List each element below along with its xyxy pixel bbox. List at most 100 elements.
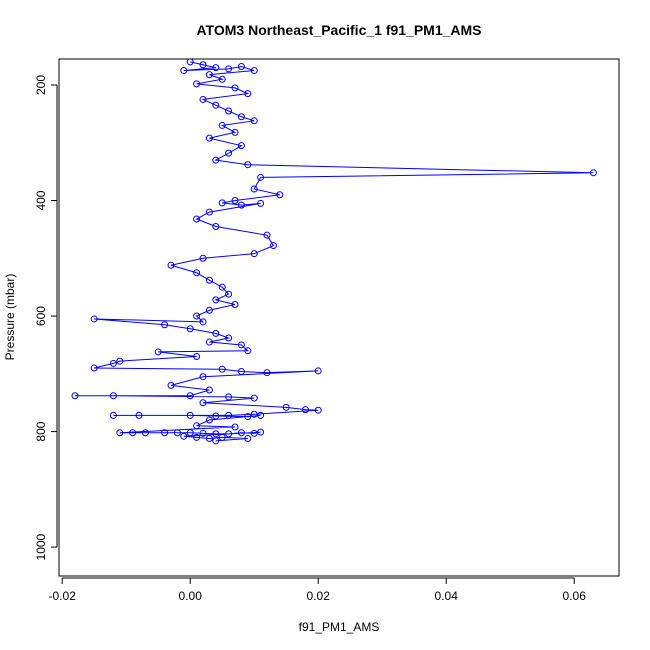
x-axis: -0.02 0.00 0.02 0.04 0.06 bbox=[49, 577, 587, 603]
data-point bbox=[244, 161, 252, 169]
y-axis-label: Pressure (mbar) bbox=[3, 274, 17, 361]
data-point bbox=[205, 306, 213, 314]
data-layer bbox=[71, 58, 597, 445]
data-point bbox=[257, 199, 265, 207]
x-axis-label: f91_PM1_AMS bbox=[299, 620, 380, 634]
data-point bbox=[257, 173, 265, 181]
data-point bbox=[218, 365, 226, 373]
data-point bbox=[244, 90, 252, 98]
data-point bbox=[250, 185, 258, 193]
data-point bbox=[199, 61, 207, 69]
data-point bbox=[212, 437, 220, 445]
data-point bbox=[250, 67, 258, 75]
data-point bbox=[237, 368, 245, 376]
y-tick-label: 1000 bbox=[34, 533, 48, 560]
data-point bbox=[225, 430, 233, 438]
data-point bbox=[231, 128, 239, 136]
data-point bbox=[193, 312, 201, 320]
data-point bbox=[301, 406, 309, 414]
data-point bbox=[186, 392, 194, 400]
x-tick-label: -0.02 bbox=[49, 589, 77, 603]
data-point bbox=[237, 63, 245, 71]
data-point bbox=[218, 283, 226, 291]
data-point bbox=[225, 290, 233, 298]
data-point bbox=[186, 325, 194, 333]
data-point bbox=[109, 359, 117, 367]
data-point bbox=[225, 65, 233, 73]
y-tick-label: 600 bbox=[34, 306, 48, 326]
data-point bbox=[186, 429, 194, 437]
data-point bbox=[250, 429, 258, 437]
data-point bbox=[193, 422, 201, 430]
data-point bbox=[231, 84, 239, 92]
y-tick-label: 400 bbox=[34, 190, 48, 210]
data-point bbox=[154, 348, 162, 356]
data-point bbox=[205, 134, 213, 142]
data-point bbox=[71, 392, 79, 400]
data-point bbox=[212, 329, 220, 337]
data-point bbox=[161, 321, 169, 329]
x-tick-label: 0.00 bbox=[179, 589, 203, 603]
data-point bbox=[237, 429, 245, 437]
x-tick-label: 0.02 bbox=[307, 589, 331, 603]
data-point bbox=[161, 429, 169, 437]
data-point bbox=[212, 156, 220, 164]
data-point bbox=[193, 352, 201, 360]
data-point bbox=[193, 80, 201, 88]
data-point bbox=[282, 403, 290, 411]
x-tick-label: 0.06 bbox=[563, 589, 587, 603]
data-point bbox=[199, 95, 207, 103]
data-point bbox=[199, 318, 207, 326]
data-point bbox=[205, 338, 213, 346]
data-point bbox=[250, 117, 258, 125]
data-point bbox=[116, 357, 124, 365]
data-point bbox=[231, 197, 239, 205]
data-point bbox=[237, 201, 245, 209]
data-point bbox=[205, 208, 213, 216]
data-point bbox=[314, 406, 322, 414]
data-point bbox=[205, 435, 213, 443]
data-point bbox=[205, 386, 213, 394]
data-point bbox=[225, 411, 233, 419]
data-point bbox=[257, 411, 265, 419]
data-point bbox=[109, 392, 117, 400]
data-point bbox=[212, 223, 220, 231]
data-point bbox=[205, 276, 213, 284]
data-point bbox=[244, 347, 252, 355]
data-point bbox=[186, 411, 194, 419]
data-point bbox=[90, 364, 98, 372]
data-point bbox=[218, 121, 226, 129]
data-point bbox=[231, 423, 239, 431]
plot-frame bbox=[58, 58, 620, 577]
data-point bbox=[205, 71, 213, 79]
data-point bbox=[212, 101, 220, 109]
data-point bbox=[167, 261, 175, 269]
data-point bbox=[225, 334, 233, 342]
y-tick-label: 200 bbox=[34, 75, 48, 95]
data-point bbox=[231, 301, 239, 308]
data-point bbox=[199, 373, 207, 381]
data-point bbox=[199, 254, 207, 262]
data-point bbox=[90, 315, 98, 323]
data-point bbox=[237, 341, 245, 349]
data-point bbox=[193, 215, 201, 223]
data-point bbox=[141, 429, 149, 437]
data-point bbox=[212, 64, 220, 72]
data-point bbox=[173, 429, 181, 437]
data-point bbox=[263, 369, 271, 377]
data-point bbox=[250, 250, 258, 258]
data-point bbox=[180, 67, 188, 75]
data-point bbox=[129, 429, 137, 437]
data-point bbox=[180, 432, 188, 440]
data-point bbox=[199, 399, 207, 407]
y-tick-label: 800 bbox=[34, 421, 48, 441]
y-axis: 200 400 600 800 1000 bbox=[34, 75, 58, 560]
data-point bbox=[225, 393, 233, 401]
data-point bbox=[237, 142, 245, 150]
x-tick-label: 0.04 bbox=[435, 589, 459, 603]
data-point bbox=[263, 231, 271, 239]
data-point bbox=[167, 381, 175, 389]
data-point bbox=[269, 242, 277, 250]
